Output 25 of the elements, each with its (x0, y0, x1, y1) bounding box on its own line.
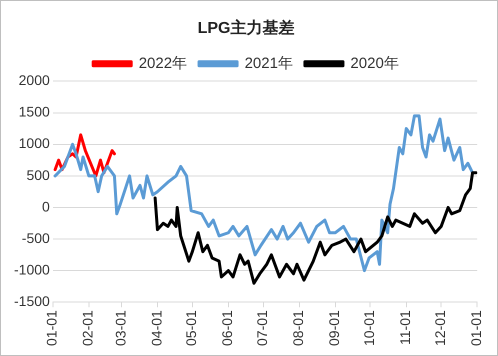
y-tick-label: 1000 (18, 135, 50, 152)
y-tick-label: 1500 (18, 104, 50, 120)
y-tick-label: -1500 (14, 293, 50, 310)
y-tick-label: 0 (42, 198, 50, 214)
x-tick-label: 06-01 (219, 310, 236, 346)
x-tick-label: 05-01 (183, 310, 200, 346)
legend-label: 2022年 (138, 54, 188, 72)
x-tick-label: 09-01 (326, 310, 342, 346)
x-tick-label: 08-01 (290, 310, 306, 346)
x-tick-label: 03-01 (112, 310, 128, 346)
x-tick-label: 04-01 (148, 310, 164, 346)
y-tick-label: -1000 (14, 261, 50, 278)
x-tick-label: 01-01 (44, 310, 60, 346)
x-tick-label: 07-01 (254, 310, 270, 346)
x-tick-label: 12-01 (432, 310, 448, 346)
x-tick-label: 11-01 (397, 310, 414, 345)
x-tick-label: 01-01 (468, 310, 484, 346)
x-tick-label: 10-01 (361, 310, 378, 346)
y-tick-label: -500 (22, 230, 50, 246)
legend-label: 2020年 (350, 54, 399, 72)
y-tick-label: 2000 (18, 72, 50, 88)
x-tick-label: 02-01 (80, 310, 96, 346)
legend-label: 2021年 (244, 54, 293, 72)
chart-title: LPG主力基差 (198, 18, 294, 38)
y-tick-label: 500 (26, 166, 50, 183)
